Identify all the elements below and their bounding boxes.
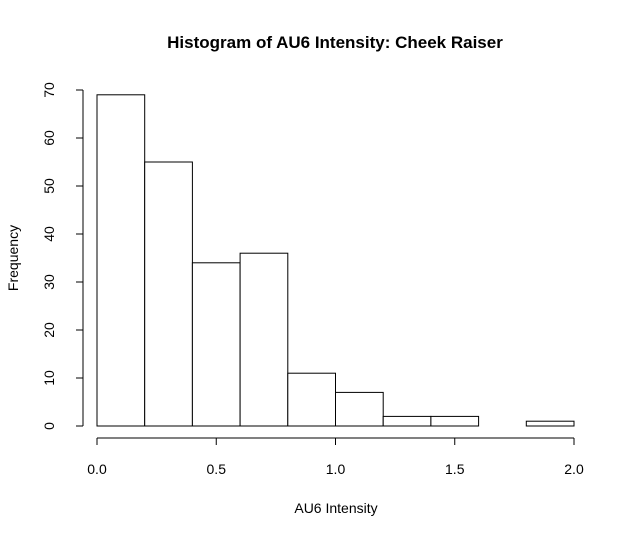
y-tick-label-1: 10 (41, 370, 57, 386)
x-tick-label-0: 0.0 (87, 461, 107, 477)
x-tick-label-2: 1.0 (326, 461, 346, 477)
y-tick-label-0: 0 (41, 422, 57, 430)
histogram-bar-1 (144, 161, 193, 427)
histogram-bar-6 (382, 415, 432, 427)
histogram-bar-4 (287, 372, 336, 427)
histogram-bar-7 (430, 415, 480, 427)
y-tick-label-3: 30 (41, 274, 57, 290)
y-tick-label-6: 60 (41, 130, 57, 146)
x-tick-label-1: 0.5 (207, 461, 227, 477)
x-tick-label-4: 2.0 (564, 461, 584, 477)
y-tick-label-2: 20 (41, 322, 57, 338)
y-tick-label-7: 70 (41, 82, 57, 98)
histogram-bar-2 (191, 262, 241, 427)
y-axis-label: Frequency (5, 225, 21, 291)
histogram-bars (96, 94, 575, 427)
histogram-bar-5 (335, 391, 384, 427)
chart-title: Histogram of AU6 Intensity: Cheek Raiser (167, 33, 503, 52)
x-axis: 0.0 0.5 1.0 1.5 2.0 (87, 437, 584, 477)
x-axis-label: AU6 Intensity (294, 500, 377, 516)
histogram-bar-0 (96, 94, 146, 427)
x-tick-label-3: 1.5 (445, 461, 465, 477)
histogram-bar-3 (239, 252, 289, 427)
y-tick-label-4: 40 (41, 226, 57, 242)
y-tick-label-5: 50 (41, 178, 57, 194)
histogram-bar-9 (525, 420, 575, 427)
y-axis: 0 10 20 30 40 50 60 70 (41, 82, 84, 430)
